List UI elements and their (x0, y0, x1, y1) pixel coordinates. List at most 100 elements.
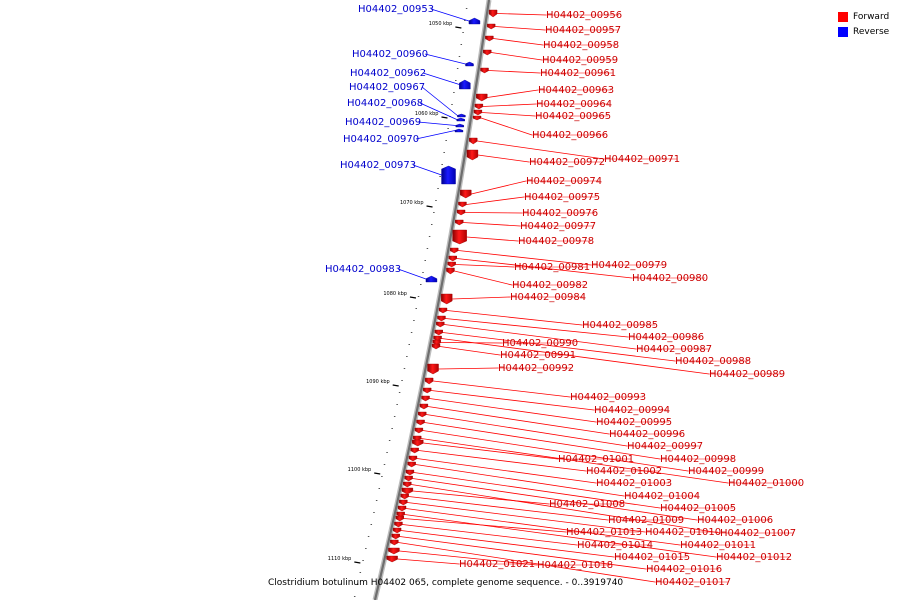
gene-label-H04402_00978[interactable]: H04402_00978 (518, 236, 594, 247)
gene-feature-H04402_00963[interactable] (476, 93, 488, 102)
gene-feature-H04402_00979[interactable] (450, 247, 459, 254)
gene-feature-H04402_00995[interactable] (421, 395, 430, 402)
gene-feature-H04402_00993[interactable] (424, 377, 434, 385)
gene-feature-H04402_01006[interactable] (404, 475, 413, 482)
gene-label-H04402_00997[interactable]: H04402_00997 (627, 441, 703, 452)
gene-feature-H04402_00994[interactable] (422, 387, 432, 394)
gene-feature-H04402_00977[interactable] (455, 219, 464, 226)
gene-label-H04402_00956[interactable]: H04402_00956 (546, 10, 622, 21)
gene-label-H04402_01009[interactable]: H04402_01009 (608, 515, 684, 526)
gene-feature-H04402_00981[interactable] (447, 261, 456, 268)
gene-label-H04402_01001[interactable]: H04402_01001 (558, 454, 634, 465)
gene-feature-H04402_00987[interactable] (436, 321, 445, 328)
gene-label-H04402_00998[interactable]: H04402_00998 (660, 454, 736, 465)
gene-label-H04402_00994[interactable]: H04402_00994 (594, 405, 670, 416)
gene-feature-H04402_00996[interactable] (419, 403, 429, 410)
gene-label-H04402_01013[interactable]: H04402_01013 (566, 527, 642, 538)
gene-feature-H04402_00956[interactable] (488, 9, 498, 18)
gene-label-H04402_00992[interactable]: H04402_00992 (498, 363, 574, 374)
gene-feature-H04402_01018[interactable] (388, 547, 400, 555)
gene-label-H04402_00995[interactable]: H04402_00995 (596, 417, 672, 428)
gene-label-H04402_01012[interactable]: H04402_01012 (716, 552, 792, 563)
gene-label-H04402_00963[interactable]: H04402_00963 (538, 85, 614, 96)
gene-label-H04402_00969[interactable]: H04402_00969 (345, 117, 421, 128)
gene-feature-H04402_01011[interactable] (397, 505, 407, 512)
gene-label-H04402_00970[interactable]: H04402_00970 (343, 134, 419, 145)
gene-feature-H04402_00964[interactable] (474, 103, 484, 110)
gene-label-H04402_00987[interactable]: H04402_00987 (636, 344, 712, 355)
gene-feature-H04402_00988[interactable] (434, 329, 443, 336)
gene-label-H04402_00968[interactable]: H04402_00968 (347, 98, 423, 109)
gene-feature-H04402_00974[interactable] (460, 189, 472, 199)
gene-label-H04402_00996[interactable]: H04402_00996 (609, 429, 685, 440)
gene-label-H04402_01021[interactable]: H04402_01021 (459, 559, 535, 570)
gene-label-H04402_00976[interactable]: H04402_00976 (522, 208, 598, 219)
gene-label-H04402_01014[interactable]: H04402_01014 (577, 540, 653, 551)
gene-label-H04402_00971[interactable]: H04402_00971 (604, 154, 680, 165)
gene-feature-H04402_00953[interactable] (468, 17, 481, 25)
gene-feature-H04402_00997[interactable] (418, 411, 427, 418)
gene-feature-H04402_00961[interactable] (480, 67, 489, 74)
gene-label-H04402_00967[interactable]: H04402_00967 (349, 82, 425, 93)
gene-label-H04402_00962[interactable]: H04402_00962 (350, 68, 426, 79)
gene-label-H04402_00984[interactable]: H04402_00984 (510, 292, 586, 303)
gene-label-H04402_00972[interactable]: H04402_00972 (529, 157, 605, 168)
gene-feature-H04402_00960[interactable] (465, 61, 474, 67)
gene-feature-H04402_00972[interactable] (466, 149, 479, 161)
gene-feature-H04402_00970[interactable] (454, 128, 464, 133)
gene-feature-H04402_00962[interactable] (459, 79, 471, 90)
gene-feature-H04402_01005[interactable] (405, 469, 415, 476)
gene-label-H04402_00981[interactable]: H04402_00981 (514, 262, 590, 273)
gene-feature-H04402_01008[interactable] (401, 487, 414, 495)
gene-label-H04402_00990[interactable]: H04402_00990 (502, 338, 578, 349)
gene-feature-H04402_00980[interactable] (448, 255, 457, 262)
gene-feature-H04402_00991[interactable] (431, 343, 441, 350)
gene-label-H04402_00999[interactable]: H04402_00999 (688, 466, 764, 477)
gene-feature-H04402_00998[interactable] (416, 419, 425, 426)
gene-feature-H04402_01014[interactable] (394, 521, 403, 528)
gene-label-H04402_00974[interactable]: H04402_00974 (526, 176, 602, 187)
gene-label-H04402_01010[interactable]: H04402_01010 (645, 527, 721, 538)
gene-label-H04402_01007[interactable]: H04402_01007 (720, 528, 796, 539)
gene-label-H04402_00993[interactable]: H04402_00993 (570, 392, 646, 403)
gene-label-H04402_00973[interactable]: H04402_00973 (340, 160, 416, 171)
gene-label-H04402_01015[interactable]: H04402_01015 (614, 552, 690, 563)
gene-label-H04402_00977[interactable]: H04402_00977 (520, 221, 596, 232)
gene-feature-H04402_00966[interactable] (472, 115, 482, 121)
gene-feature-H04402_01010[interactable] (399, 499, 408, 506)
gene-feature-H04402_00969[interactable] (455, 123, 464, 128)
gene-label-H04402_00975[interactable]: H04402_00975 (524, 192, 600, 203)
gene-label-H04402_00980[interactable]: H04402_00980 (632, 273, 708, 284)
gene-label-H04402_01004[interactable]: H04402_01004 (624, 491, 700, 502)
gene-feature-H04402_00958[interactable] (485, 35, 494, 42)
gene-feature-H04402_01004[interactable] (407, 461, 416, 468)
gene-label-H04402_00989[interactable]: H04402_00989 (709, 369, 785, 380)
gene-feature-H04402_00971[interactable] (469, 137, 478, 145)
gene-feature-H04402_01007[interactable] (403, 481, 412, 488)
gene-feature-H04402_01001[interactable] (412, 439, 424, 447)
gene-label-H04402_00959[interactable]: H04402_00959 (542, 55, 618, 66)
gene-feature-H04402_00975[interactable] (458, 201, 467, 208)
gene-label-H04402_01006[interactable]: H04402_01006 (697, 515, 773, 526)
gene-feature-H04402_00984[interactable] (440, 293, 453, 305)
gene-feature-H04402_00967[interactable] (457, 113, 466, 118)
gene-feature-H04402_01009[interactable] (400, 493, 409, 500)
gene-label-H04402_00979[interactable]: H04402_00979 (591, 260, 667, 271)
gene-label-H04402_00953[interactable]: H04402_00953 (358, 4, 434, 15)
gene-feature-H04402_00983[interactable] (425, 275, 438, 283)
gene-feature-H04402_00957[interactable] (486, 23, 496, 30)
gene-feature-H04402_01016[interactable] (391, 533, 400, 540)
gene-label-H04402_00960[interactable]: H04402_00960 (352, 49, 428, 60)
gene-feature-H04402_00999[interactable] (414, 427, 424, 434)
gene-label-H04402_00965[interactable]: H04402_00965 (535, 111, 611, 122)
gene-label-H04402_01000[interactable]: H04402_01000 (728, 478, 804, 489)
gene-label-H04402_01005[interactable]: H04402_01005 (660, 503, 736, 514)
gene-label-H04402_00982[interactable]: H04402_00982 (512, 280, 588, 291)
gene-label-H04402_00985[interactable]: H04402_00985 (582, 320, 658, 331)
gene-label-H04402_01011[interactable]: H04402_01011 (680, 540, 756, 551)
gene-label-H04402_01003[interactable]: H04402_01003 (596, 478, 672, 489)
gene-feature-H04402_01017[interactable] (390, 539, 399, 546)
gene-label-H04402_00958[interactable]: H04402_00958 (543, 40, 619, 51)
gene-feature-H04402_00959[interactable] (483, 49, 492, 56)
gene-feature-H04402_00965[interactable] (473, 109, 483, 116)
